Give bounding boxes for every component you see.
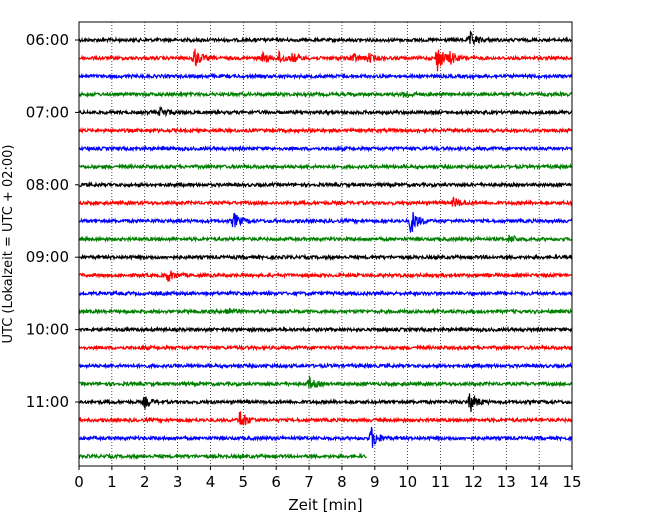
- trace-row-0800: [78, 180, 573, 189]
- trace-row-0700: [78, 105, 573, 118]
- trace-row-1000: [78, 325, 573, 334]
- y-tick-label: 07:00: [26, 103, 69, 121]
- trace-row-1145: [78, 452, 367, 461]
- trace-row-0945: [78, 307, 573, 316]
- trace-row-1100: [78, 393, 573, 413]
- x-tick-label: 1: [107, 473, 117, 491]
- plot-frame: [78, 21, 573, 467]
- trace-row-0715: [78, 126, 573, 135]
- x-tick-label: 9: [370, 473, 380, 491]
- trace-row-0730: [78, 144, 573, 153]
- x-tick-label: 15: [562, 473, 581, 491]
- x-tick-label: 14: [530, 473, 549, 491]
- x-tick-label: 11: [431, 473, 450, 491]
- y-tick-label: 06:00: [26, 31, 69, 49]
- y-tick-label: 09:00: [26, 248, 69, 266]
- x-tick-label: 0: [74, 473, 84, 491]
- x-tick-label: 12: [464, 473, 483, 491]
- x-tick-label: 5: [239, 473, 249, 491]
- x-axis-label: Zeit [min]: [288, 496, 362, 514]
- trace-row-0745: [78, 162, 573, 171]
- trace-row-0900: [78, 253, 573, 262]
- trace-row-0930: [78, 289, 573, 298]
- x-tick-label: 13: [497, 473, 516, 491]
- trace-row-0845: [78, 234, 573, 244]
- trace-row-1130: [78, 427, 573, 448]
- x-tick-label: 8: [337, 473, 347, 491]
- trace-row-1045: [78, 374, 573, 389]
- y-axis-label: UTC (Lokalzeit = UTC + 02:00): [1, 145, 16, 344]
- y-tick-label: 08:00: [26, 176, 69, 194]
- x-axis-ticks: 0 1 2 3 4 5 6 7 8 9 10 11 12 13 14 15: [74, 466, 582, 491]
- x-tick-label: 2: [140, 473, 150, 491]
- x-tick-label: 4: [206, 473, 216, 491]
- y-axis-ticks: 06:00 07:00 08:00 09:00 10:00 11:00: [26, 31, 79, 411]
- seismic-traces: [78, 30, 573, 461]
- trace-row-0830: [78, 212, 573, 233]
- trace-row-0815: [78, 196, 573, 207]
- y-tick-label: 11:00: [26, 393, 69, 411]
- x-tick-label: 7: [304, 473, 314, 491]
- trace-row-0630: [78, 72, 573, 81]
- trace-row-1030: [78, 361, 573, 370]
- x-tick-label: 6: [271, 473, 281, 491]
- grid-lines: [111, 22, 540, 466]
- trace-row-1015: [78, 343, 573, 352]
- trace-row-1115: [78, 411, 573, 426]
- trace-row-0600: [78, 30, 572, 46]
- trace-row-0915: [78, 270, 573, 282]
- y-tick-label: 10:00: [26, 321, 69, 339]
- trace-row-0615: [78, 48, 573, 72]
- trace-row-0645: [78, 90, 573, 99]
- x-tick-label: 10: [398, 473, 417, 491]
- x-tick-label: 3: [173, 473, 183, 491]
